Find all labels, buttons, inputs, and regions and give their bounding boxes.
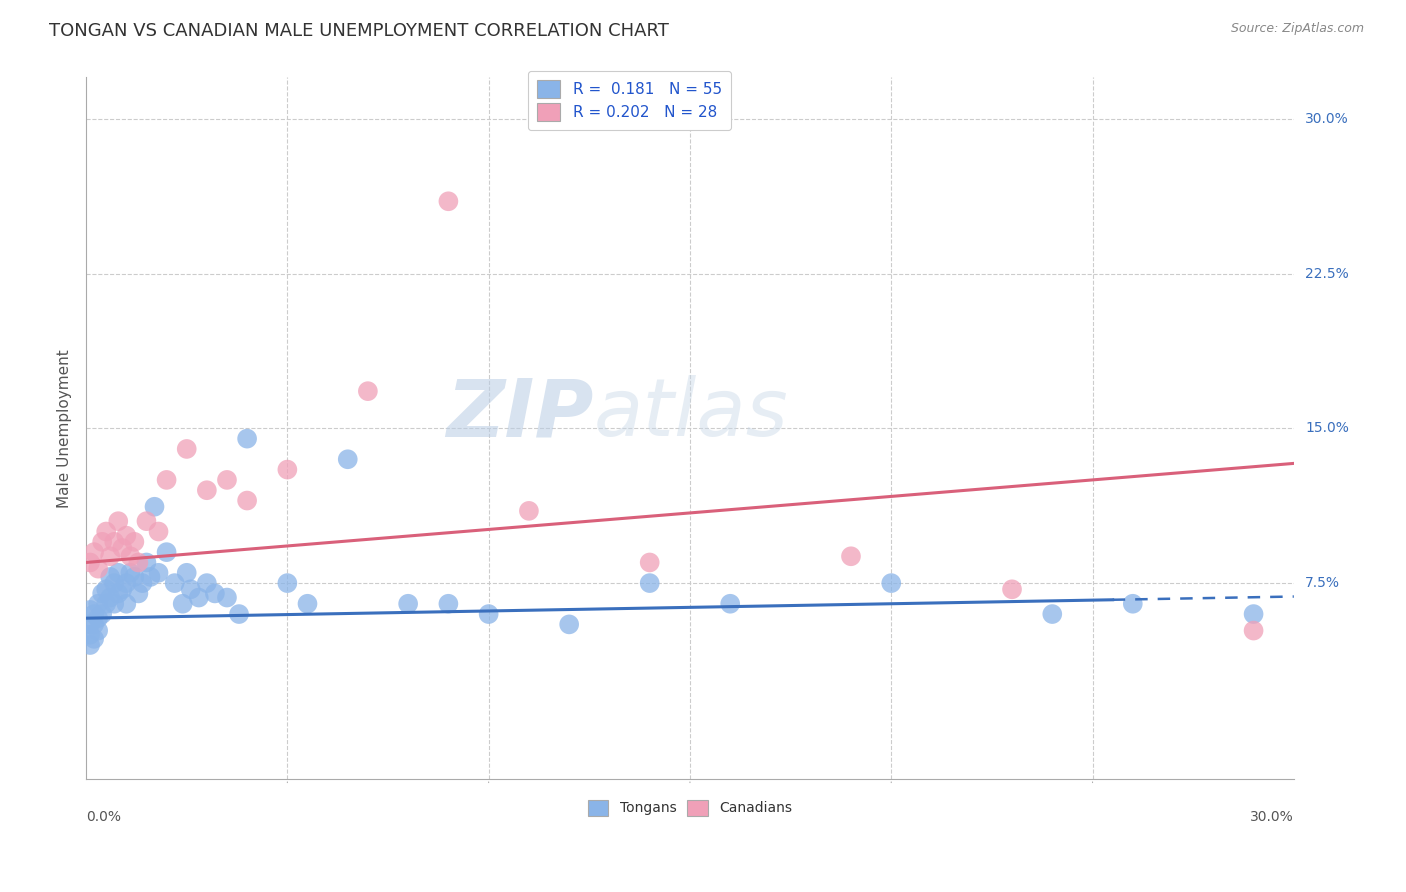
Point bbox=[718, 597, 741, 611]
Point bbox=[148, 566, 170, 580]
Point bbox=[558, 617, 581, 632]
Point bbox=[115, 597, 138, 611]
Point bbox=[236, 493, 259, 508]
Point bbox=[83, 545, 105, 559]
Text: 30.0%: 30.0% bbox=[1305, 112, 1348, 126]
Point bbox=[98, 549, 121, 564]
Y-axis label: Male Unemployment: Male Unemployment bbox=[58, 349, 72, 508]
Point bbox=[880, 576, 903, 591]
Point bbox=[87, 624, 110, 638]
Point bbox=[79, 628, 101, 642]
Point bbox=[124, 570, 146, 584]
Point bbox=[176, 442, 198, 456]
Point bbox=[1243, 624, 1265, 638]
Text: atlas: atlas bbox=[593, 376, 789, 453]
Point bbox=[163, 576, 186, 591]
Text: 7.5%: 7.5% bbox=[1305, 576, 1340, 591]
Point bbox=[148, 524, 170, 539]
Point bbox=[83, 632, 105, 646]
Legend: Tongans, Canadians: Tongans, Canadians bbox=[582, 794, 797, 822]
Point bbox=[111, 541, 134, 555]
Point bbox=[79, 638, 101, 652]
Point bbox=[478, 607, 501, 621]
Point bbox=[357, 384, 380, 399]
Point bbox=[87, 597, 110, 611]
Point bbox=[96, 524, 118, 539]
Point bbox=[195, 483, 218, 498]
Point bbox=[276, 462, 298, 476]
Point bbox=[228, 607, 250, 621]
Point bbox=[1001, 582, 1024, 597]
Point bbox=[135, 556, 157, 570]
Point bbox=[131, 576, 153, 591]
Point bbox=[517, 504, 540, 518]
Point bbox=[336, 452, 359, 467]
Text: 22.5%: 22.5% bbox=[1305, 267, 1348, 280]
Point bbox=[215, 473, 238, 487]
Point bbox=[127, 586, 149, 600]
Point bbox=[437, 194, 460, 209]
Point bbox=[396, 597, 419, 611]
Point bbox=[135, 514, 157, 528]
Point bbox=[155, 473, 177, 487]
Text: TONGAN VS CANADIAN MALE UNEMPLOYMENT CORRELATION CHART: TONGAN VS CANADIAN MALE UNEMPLOYMENT COR… bbox=[49, 22, 669, 40]
Point bbox=[98, 591, 121, 605]
Point bbox=[115, 528, 138, 542]
Point bbox=[215, 591, 238, 605]
Point bbox=[124, 534, 146, 549]
Point bbox=[638, 556, 661, 570]
Point bbox=[87, 611, 110, 625]
Point bbox=[79, 603, 101, 617]
Point bbox=[638, 576, 661, 591]
Point bbox=[120, 566, 142, 580]
Point bbox=[91, 586, 114, 600]
Point bbox=[83, 607, 105, 621]
Point bbox=[115, 576, 138, 591]
Point bbox=[96, 582, 118, 597]
Point bbox=[103, 576, 125, 591]
Point bbox=[236, 432, 259, 446]
Point bbox=[127, 556, 149, 570]
Point bbox=[195, 576, 218, 591]
Point bbox=[1040, 607, 1063, 621]
Point bbox=[143, 500, 166, 514]
Point bbox=[180, 582, 202, 597]
Point bbox=[91, 607, 114, 621]
Point bbox=[79, 556, 101, 570]
Text: ZIP: ZIP bbox=[446, 376, 593, 453]
Point bbox=[96, 597, 118, 611]
Point bbox=[98, 570, 121, 584]
Text: 30.0%: 30.0% bbox=[1250, 810, 1294, 824]
Point bbox=[87, 562, 110, 576]
Point bbox=[91, 534, 114, 549]
Point bbox=[839, 549, 862, 564]
Point bbox=[187, 591, 209, 605]
Point bbox=[1122, 597, 1144, 611]
Point bbox=[139, 570, 162, 584]
Point bbox=[107, 566, 129, 580]
Point bbox=[176, 566, 198, 580]
Point bbox=[103, 534, 125, 549]
Point bbox=[172, 597, 194, 611]
Point bbox=[1243, 607, 1265, 621]
Text: 0.0%: 0.0% bbox=[86, 810, 121, 824]
Point bbox=[79, 617, 101, 632]
Point bbox=[297, 597, 319, 611]
Point bbox=[155, 545, 177, 559]
Point bbox=[204, 586, 226, 600]
Point bbox=[111, 582, 134, 597]
Point bbox=[437, 597, 460, 611]
Point bbox=[120, 549, 142, 564]
Text: Source: ZipAtlas.com: Source: ZipAtlas.com bbox=[1230, 22, 1364, 36]
Text: 15.0%: 15.0% bbox=[1305, 421, 1348, 435]
Point bbox=[107, 514, 129, 528]
Point bbox=[103, 597, 125, 611]
Point bbox=[276, 576, 298, 591]
Point bbox=[107, 586, 129, 600]
Point bbox=[83, 617, 105, 632]
